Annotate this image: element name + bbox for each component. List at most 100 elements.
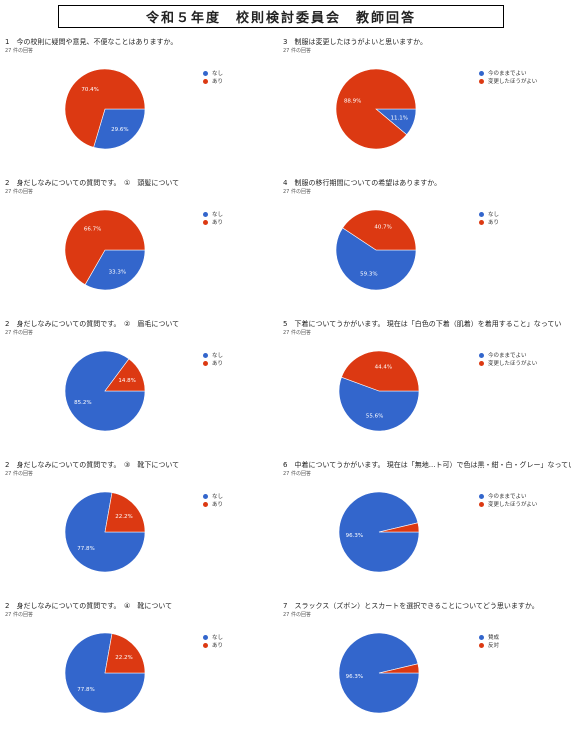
legend-marker [203, 493, 208, 499]
legend-label: あり [212, 79, 224, 85]
pie-chart: 96.3% [338, 632, 420, 714]
question-title: 6 中着についてうかがいます。 現在は「無地...ト可）で色は黒・紺・白・グレー… [283, 461, 571, 469]
legend-marker [479, 352, 484, 358]
legend-label: なし [212, 635, 224, 641]
response-count: 27 件の回答 [5, 330, 33, 336]
legend-marker [203, 642, 208, 648]
legend-marker [479, 360, 484, 366]
legend: 今のままでよい 変更したほうがよい [479, 69, 537, 85]
legend: なし あり [203, 351, 223, 367]
legend: 賛成反対 [479, 633, 499, 649]
pie-slice-first [93, 108, 146, 150]
legend-label: 今のままでよい [488, 71, 527, 77]
legend-label: 変更したほうがよい [488, 361, 538, 367]
slice-percent-label: 11.1% [391, 115, 408, 121]
legend-marker [479, 501, 484, 507]
slice-percent-label: 55.6% [366, 413, 383, 419]
pie-chart: 59.3% 40.7% [335, 209, 417, 291]
legend-label: あり [488, 220, 500, 226]
question-title: 3 制服は変更したほうがよいと思いますか。 [283, 38, 427, 46]
legend-item: 反対 [479, 641, 499, 649]
chart-panel-q2a: 2 身だしなみについての質問です。 ① 頭髪について 27 件の回答 33.3% 66… [5, 178, 290, 323]
legend-marker [479, 211, 484, 217]
legend: なし あり [203, 633, 223, 649]
chart-panel-q1: 1 今の校則に疑問や意見、不便なことはありますか。 27 件の回答 29.6% 70.… [5, 37, 290, 182]
pie-chart: 11.1% 88.9% [335, 68, 417, 150]
legend-label: あり [212, 502, 224, 508]
legend-item: 変更したほうがよい [479, 359, 537, 367]
legend-label: なし [488, 212, 500, 218]
legend-label: あり [212, 643, 224, 649]
slice-percent-label: 77.8% [77, 546, 94, 552]
slice-percent-label: 22.2% [115, 655, 132, 661]
legend-label: なし [212, 353, 224, 359]
chart-panel-q6: 6 中着についてうかがいます。 現在は「無地...ト可）で色は黒・紺・白・グレー… [283, 460, 571, 605]
legend-label: 今のままでよい [488, 353, 527, 359]
chart-panel-q4: 4 制服の移行期間についての希望はありますか。 27 件の回答 59.3% 40.7%… [283, 178, 568, 323]
legend-marker [203, 634, 208, 640]
slice-percent-label: 85.2% [74, 400, 91, 406]
legend-item: なし [203, 492, 223, 500]
pie-slice-second [341, 350, 420, 392]
legend-marker [479, 219, 484, 225]
slice-percent-label: 96.3% [346, 674, 363, 680]
response-count: 27 件の回答 [5, 471, 33, 477]
pie-chart: 33.3% 66.7% [64, 209, 146, 291]
pie-slice-second [104, 358, 146, 392]
slice-percent-label: 59.3% [360, 272, 377, 278]
pie-slice-second [378, 522, 420, 533]
response-count: 27 件の回答 [5, 612, 33, 618]
pie-chart: 85.2% 14.8% [64, 350, 146, 432]
response-count: 27 件の回答 [5, 48, 33, 54]
legend-item: あり [203, 500, 223, 508]
legend-marker [203, 78, 208, 84]
slice-percent-label: 88.9% [344, 99, 361, 105]
legend: 今のままでよい 変更したほうがよい [479, 492, 537, 508]
pie-slice-first [335, 227, 417, 291]
legend: なしあり [203, 492, 223, 508]
legend-label: 変更したほうがよい [488, 502, 538, 508]
pie-slice-second [104, 633, 146, 674]
legend-item: 賛成 [479, 633, 499, 641]
legend-marker [479, 70, 484, 76]
legend: 今のままでよい変更したほうがよい [479, 351, 537, 367]
question-title: 2 身だしなみについての質問です。 ④ 靴について [5, 602, 173, 610]
legend-item: 変更したほうがよい [479, 500, 537, 508]
legend-marker [479, 78, 484, 84]
slice-percent-label: 14.8% [118, 378, 135, 384]
response-count: 27 件の回答 [283, 189, 311, 195]
slice-percent-label: 29.6% [111, 127, 128, 133]
question-title: 2 身だしなみについての質問です。 ② 眉毛について [5, 320, 180, 328]
legend-label: なし [212, 212, 224, 218]
pie-slice-first [338, 376, 420, 432]
legend: なし あり [203, 210, 223, 226]
pie-slice-second [104, 492, 146, 533]
question-title: 2 身だしなみについての質問です。 ③ 靴下について [5, 461, 180, 469]
legend-marker [203, 219, 208, 225]
pie-slice-second [335, 68, 417, 150]
legend-item: あり [203, 77, 223, 85]
slice-percent-label: 40.7% [374, 224, 391, 230]
legend-label: 反対 [488, 643, 500, 649]
question-title: 4 制服の移行期間についての希望はありますか。 [283, 179, 442, 187]
pie-chart: 77.8% 22.2% [64, 491, 146, 573]
pie-chart: 96.3% [338, 491, 420, 573]
legend-marker [203, 360, 208, 366]
question-title: 2 身だしなみについての質問です。 ① 頭髪について [5, 179, 180, 187]
legend-label: あり [212, 361, 224, 367]
pie-chart: 77.8% 22.2% [64, 632, 146, 714]
slice-percent-label: 22.2% [115, 514, 132, 520]
slice-percent-label: 77.8% [77, 687, 94, 693]
legend-item: あり [203, 641, 223, 649]
legend-marker [203, 70, 208, 76]
legend-label: あり [212, 220, 224, 226]
legend-marker [479, 642, 484, 648]
legend-marker [479, 634, 484, 640]
legend-item: なし [203, 69, 223, 77]
pie-chart: 55.6% 44.4% [338, 350, 420, 432]
legend-item: なし [203, 633, 223, 641]
response-count: 27 件の回答 [283, 330, 311, 336]
legend-marker [203, 501, 208, 507]
legend-item: あり [479, 218, 499, 226]
slice-percent-label: 44.4% [375, 365, 392, 371]
